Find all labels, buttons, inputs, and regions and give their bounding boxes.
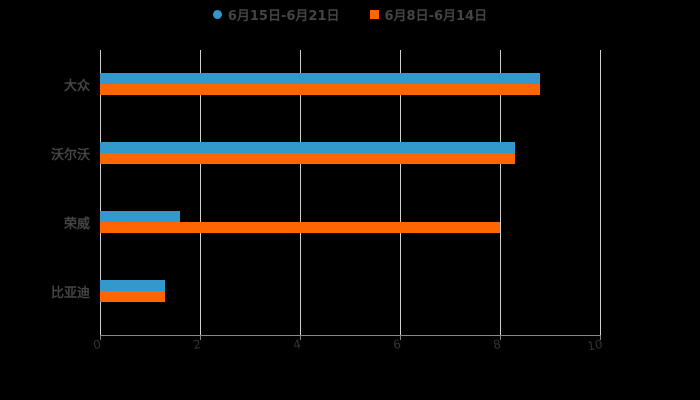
legend-item-series-1[interactable]: 6月15日-6月21日 (212, 5, 340, 24)
gridline (100, 50, 101, 335)
bar-series-2[interactable] (100, 84, 540, 95)
bar-series-1[interactable] (100, 280, 165, 291)
legend-item-series-2[interactable]: 6月8日-6月14日 (369, 5, 488, 24)
x-axis-line (100, 335, 601, 336)
gridline (400, 50, 401, 335)
gridline (500, 50, 501, 335)
axis-tick (600, 335, 601, 340)
bar-series-2[interactable] (100, 222, 500, 233)
legend-circle-icon (212, 9, 222, 19)
legend-label: 6月15日-6月21日 (227, 8, 340, 24)
legend-label: 6月8日-6月14日 (384, 8, 488, 24)
bar-series-1[interactable] (100, 73, 540, 84)
gridline (300, 50, 301, 335)
x-tick-label: 10 (586, 337, 604, 354)
gridline (200, 50, 201, 335)
bar-series-2[interactable] (100, 291, 165, 302)
category-label: 比亚迪 (50, 286, 90, 301)
axis-tick (300, 335, 301, 340)
axis-tick (200, 335, 201, 340)
category-label: 沃尔沃 (50, 148, 90, 163)
bar-series-2[interactable] (100, 153, 515, 164)
axis-tick (100, 335, 101, 340)
gridline (600, 50, 601, 335)
axis-tick (500, 335, 501, 340)
bar-series-1[interactable] (100, 142, 515, 153)
bar-series-1[interactable] (100, 211, 180, 222)
axis-tick (400, 335, 401, 340)
legend-square-icon (369, 9, 379, 19)
category-label: 大众 (63, 79, 90, 94)
category-label: 荣威 (63, 217, 90, 232)
chart-legend: 6月15日-6月21日 6月8日-6月14日 (0, 4, 700, 24)
